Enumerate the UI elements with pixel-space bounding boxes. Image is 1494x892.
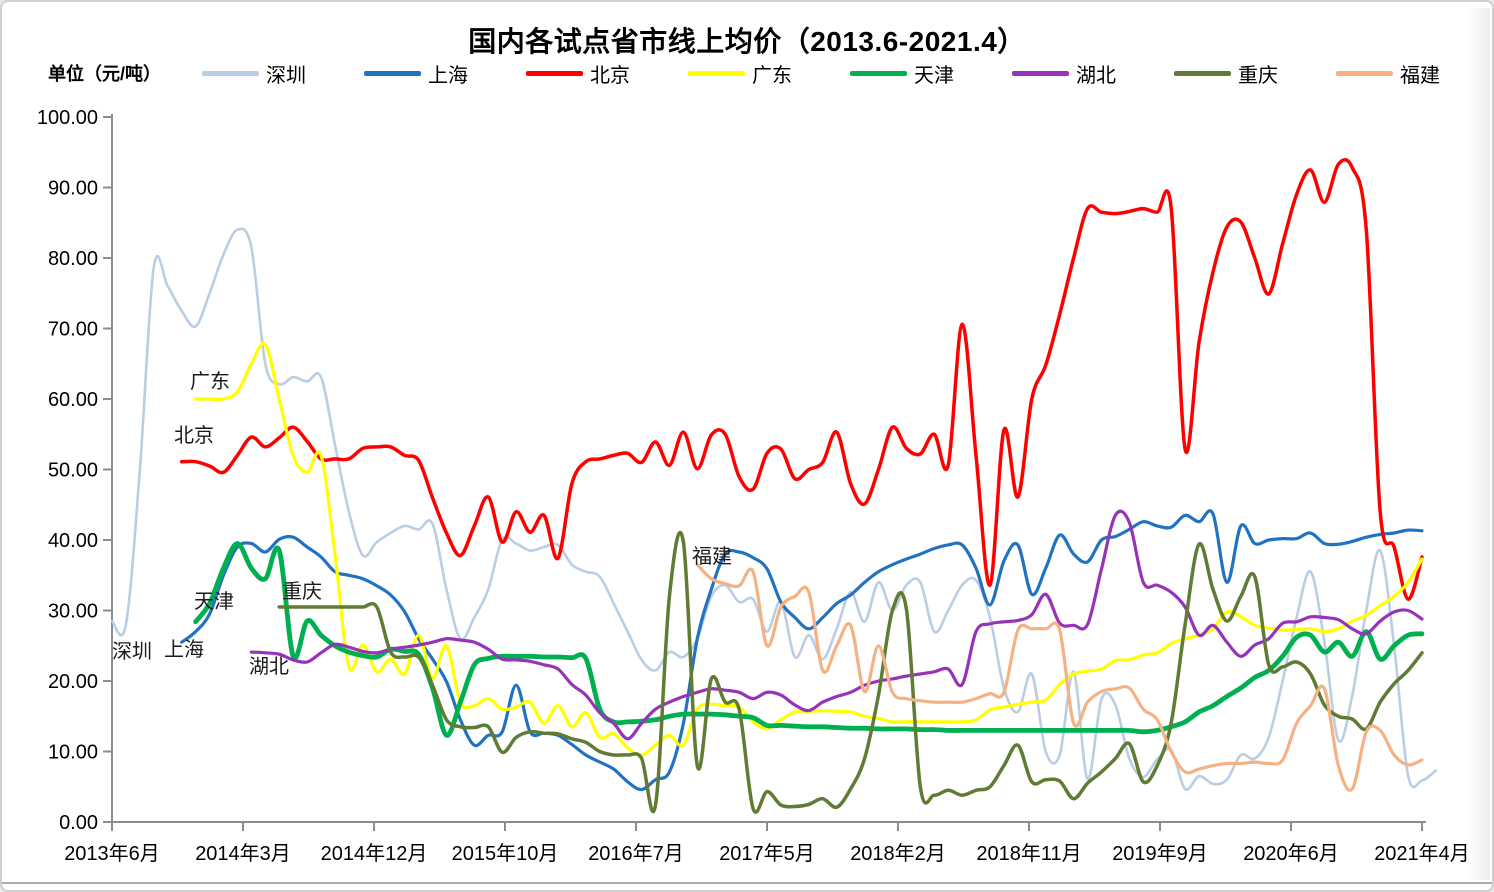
y-tick-label: 60.00 [48, 389, 98, 411]
legend-swatch-shanghai [364, 70, 421, 76]
series-line-shanghai [180, 509, 1424, 792]
series-line-shenzhen [110, 227, 1438, 791]
unit-label: 单位（元/吨） [48, 64, 162, 84]
legend: 深圳 上海 北京 广东 天津 湖北 重庆 福建 [202, 59, 1440, 88]
y-tick-label: 40.00 [48, 530, 98, 552]
y-tick-label: 10.00 [48, 742, 98, 764]
legend-swatch-chongqing [1174, 70, 1231, 76]
x-tick-label: 2020年6月 [1243, 842, 1339, 865]
legend-swatch-tianjin [850, 70, 907, 76]
series-line-tianjin [193, 541, 1425, 738]
chart-title: 国内各试点省市线上均价（2013.6-2021.4） [468, 26, 1026, 57]
bottom-edge-line [2, 882, 1492, 884]
y-tick-label: 30.00 [48, 601, 98, 623]
legend-label-chongqing: 重庆 [1238, 64, 1278, 87]
x-tick-label: 2018年2月 [850, 842, 946, 865]
x-tick-label: 2013年6月 [64, 842, 160, 865]
legend-swatch-guangdong [688, 70, 745, 76]
y-tick-label: 90.00 [48, 178, 98, 200]
series-line-hubei [249, 509, 1424, 741]
y-tick-label: 70.00 [48, 319, 98, 341]
x-tick-label: 2015年10月 [452, 842, 559, 865]
x-tick-label: 2021年4月 [1374, 842, 1470, 865]
legend-swatch-fujian [1336, 70, 1393, 76]
right-edge-shade [1468, 8, 1490, 880]
legend-item-hubei: 湖北 [1012, 59, 1116, 88]
legend-label-tianjin: 天津 [914, 64, 954, 87]
legend-item-tianjin: 天津 [850, 59, 954, 88]
x-tick-label: 2014年3月 [195, 842, 291, 865]
y-tick-label: 20.00 [48, 671, 98, 693]
legend-item-fujian: 福建 [1336, 59, 1440, 88]
legend-label-fujian: 福建 [1400, 64, 1440, 87]
legend-label-guangdong: 广东 [752, 64, 792, 87]
legend-label-shanghai: 上海 [428, 64, 468, 87]
series-annotation: 福建 [692, 545, 732, 568]
series-annotation: 重庆 [282, 580, 322, 603]
series-annotation: 广东 [190, 370, 230, 393]
series-line-guangdong [194, 341, 1424, 757]
legend-item-chongqing: 重庆 [1174, 59, 1278, 88]
series-annotation: 天津 [194, 590, 234, 613]
series-line-chongqing [277, 530, 1424, 814]
series-line-beijing [179, 157, 1424, 601]
legend-label-shenzhen: 深圳 [266, 64, 306, 87]
series-annotation: 湖北 [249, 655, 289, 678]
legend-item-shenzhen: 深圳 [202, 59, 306, 88]
x-tick-label: 2017年5月 [719, 842, 815, 865]
x-tick-label: 2019年9月 [1112, 842, 1208, 865]
y-tick-label: 50.00 [48, 460, 98, 482]
legend-item-beijing: 北京 [526, 59, 630, 88]
series-annotation: 北京 [174, 424, 214, 447]
legend-swatch-shenzhen [202, 70, 259, 76]
legend-swatch-hubei [1012, 70, 1069, 76]
series-line-fujian [695, 563, 1424, 792]
legend-label-beijing: 北京 [590, 64, 630, 87]
legend-label-hubei: 湖北 [1076, 64, 1116, 87]
series-annotation: 深圳 [112, 640, 152, 663]
series-annotation: 上海 [164, 638, 204, 661]
x-tick-label: 2016年7月 [588, 842, 684, 865]
legend-swatch-beijing [526, 70, 583, 76]
legend-item-guangdong: 广东 [688, 59, 792, 88]
legend-item-shanghai: 上海 [364, 59, 468, 88]
y-tick-label: 0.00 [59, 812, 98, 834]
x-tick-label: 2018年11月 [976, 842, 1081, 865]
y-tick-label: 80.00 [48, 248, 98, 270]
x-tick-label: 2014年12月 [321, 842, 428, 865]
y-tick-label: 100.00 [37, 107, 98, 129]
